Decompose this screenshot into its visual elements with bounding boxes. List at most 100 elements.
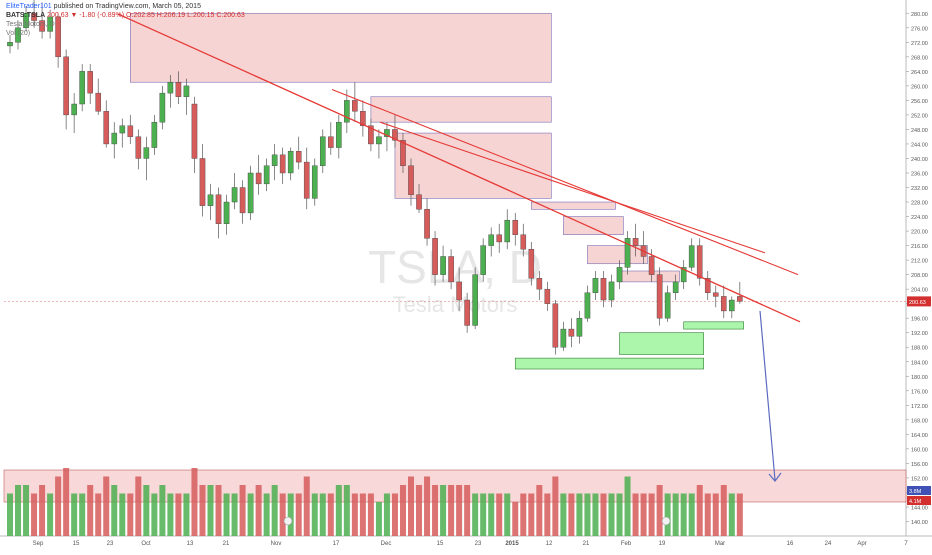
candle-body <box>184 86 189 97</box>
time-tick-label: Sep <box>33 541 44 547</box>
volume-bar <box>649 494 655 537</box>
watermark-ticker: TSLA, D <box>368 241 542 293</box>
volume-bar <box>119 494 125 537</box>
volume-bar <box>304 477 310 537</box>
volume-bar <box>536 485 542 536</box>
volume-bar <box>336 485 342 536</box>
time-tick-label: 7 <box>904 541 908 547</box>
time-tick-label: 17 <box>333 541 340 547</box>
candle-body <box>136 137 141 159</box>
price-tick-label: 164.00 <box>911 433 928 439</box>
volume-bar <box>127 494 133 537</box>
volume-bar <box>320 494 326 537</box>
time-tick-label: 21 <box>223 541 230 547</box>
volume-bar <box>472 494 478 537</box>
volume-bar <box>617 494 623 537</box>
time-tick-label: Feb <box>621 541 632 547</box>
volume-bar <box>600 494 606 537</box>
price-tick-label: 252.00 <box>911 113 928 119</box>
price-tick-label: 260.00 <box>911 84 928 90</box>
candle-body <box>713 293 718 297</box>
volume-bar <box>39 485 45 536</box>
price-tick-label: 180.00 <box>911 375 928 381</box>
volume-value-label: 4.1M <box>909 499 922 505</box>
volume-bar <box>240 485 246 536</box>
volume-bar <box>232 494 238 537</box>
publisher-name[interactable]: EliteTrader101 <box>6 3 52 10</box>
time-tick-label: Oct <box>141 541 151 547</box>
price-tick-label: 184.00 <box>911 360 928 366</box>
volume-bar <box>376 502 382 536</box>
volume-bar <box>216 485 222 536</box>
candle-body <box>689 246 694 268</box>
volume-bar <box>79 494 85 537</box>
candle-body <box>376 137 381 144</box>
volume-bar <box>63 468 69 536</box>
volume-bar <box>312 494 318 537</box>
candle-body <box>344 100 349 122</box>
candle-body <box>168 82 173 93</box>
symbol-label: BATS:TSLA <box>6 12 45 19</box>
resistance-zone <box>395 133 551 198</box>
candle-body <box>112 133 117 144</box>
volume-bar <box>23 485 29 536</box>
candle-body <box>553 304 558 348</box>
volume-bar <box>208 485 214 536</box>
price-tick-label: 264.00 <box>911 70 928 76</box>
candle-body <box>657 275 662 319</box>
volume-bar <box>55 477 61 537</box>
candle-body <box>7 42 12 46</box>
candle-body <box>633 238 638 245</box>
volume-bar <box>199 485 205 536</box>
candle-body <box>224 202 229 224</box>
candle-body <box>481 246 486 275</box>
candle-body <box>545 289 550 304</box>
candle-body <box>120 126 125 133</box>
watermark-name: Tesla Motors <box>393 292 518 317</box>
price-tick-label: 152.00 <box>911 476 928 482</box>
price-tick-label: 256.00 <box>911 99 928 105</box>
candle-body <box>408 166 413 195</box>
candle-body <box>585 293 590 318</box>
candle-body <box>577 318 582 336</box>
series-label: Tesla Motors, D <box>6 20 245 29</box>
price-tick-label: 276.00 <box>911 26 928 32</box>
price-tick-label: 208.00 <box>911 273 928 279</box>
price-tick-label: 244.00 <box>911 142 928 148</box>
volume-bar <box>705 494 711 537</box>
candle-body <box>160 93 165 122</box>
candle-body <box>176 82 181 97</box>
price-tick-label: 176.00 <box>911 389 928 395</box>
candle-body <box>432 238 437 274</box>
volume-bar <box>159 485 165 536</box>
candle-body <box>96 93 101 111</box>
volume-bar <box>288 494 294 537</box>
candle-body <box>80 71 85 104</box>
volume-bar <box>713 494 719 537</box>
price-tick-label: 224.00 <box>911 215 928 221</box>
price-tick-label: 172.00 <box>911 404 928 410</box>
volume-bar <box>280 494 286 537</box>
volume-bar <box>681 494 687 537</box>
volume-bar <box>95 494 101 537</box>
price-tick-label: 188.00 <box>911 346 928 352</box>
volume-bar <box>272 485 278 536</box>
chart-header: EliteTrader101 published on TradingView.… <box>6 2 245 38</box>
price-tick-label: 280.00 <box>911 12 928 18</box>
volume-bar <box>456 485 462 536</box>
volume-bar <box>248 494 254 537</box>
candle-body <box>232 188 237 203</box>
volume-bar <box>512 502 518 536</box>
time-tick-label: 23 <box>475 541 482 547</box>
price-tick-label: 216.00 <box>911 244 928 250</box>
volume-bar <box>528 494 534 537</box>
time-tick-label: Mar <box>715 541 725 547</box>
volume-bar <box>424 477 430 537</box>
volume-bar <box>625 477 631 537</box>
candle-body <box>729 300 734 311</box>
candle-body <box>424 209 429 238</box>
time-tick-label: 19 <box>659 541 666 547</box>
volume-bar <box>392 494 398 537</box>
